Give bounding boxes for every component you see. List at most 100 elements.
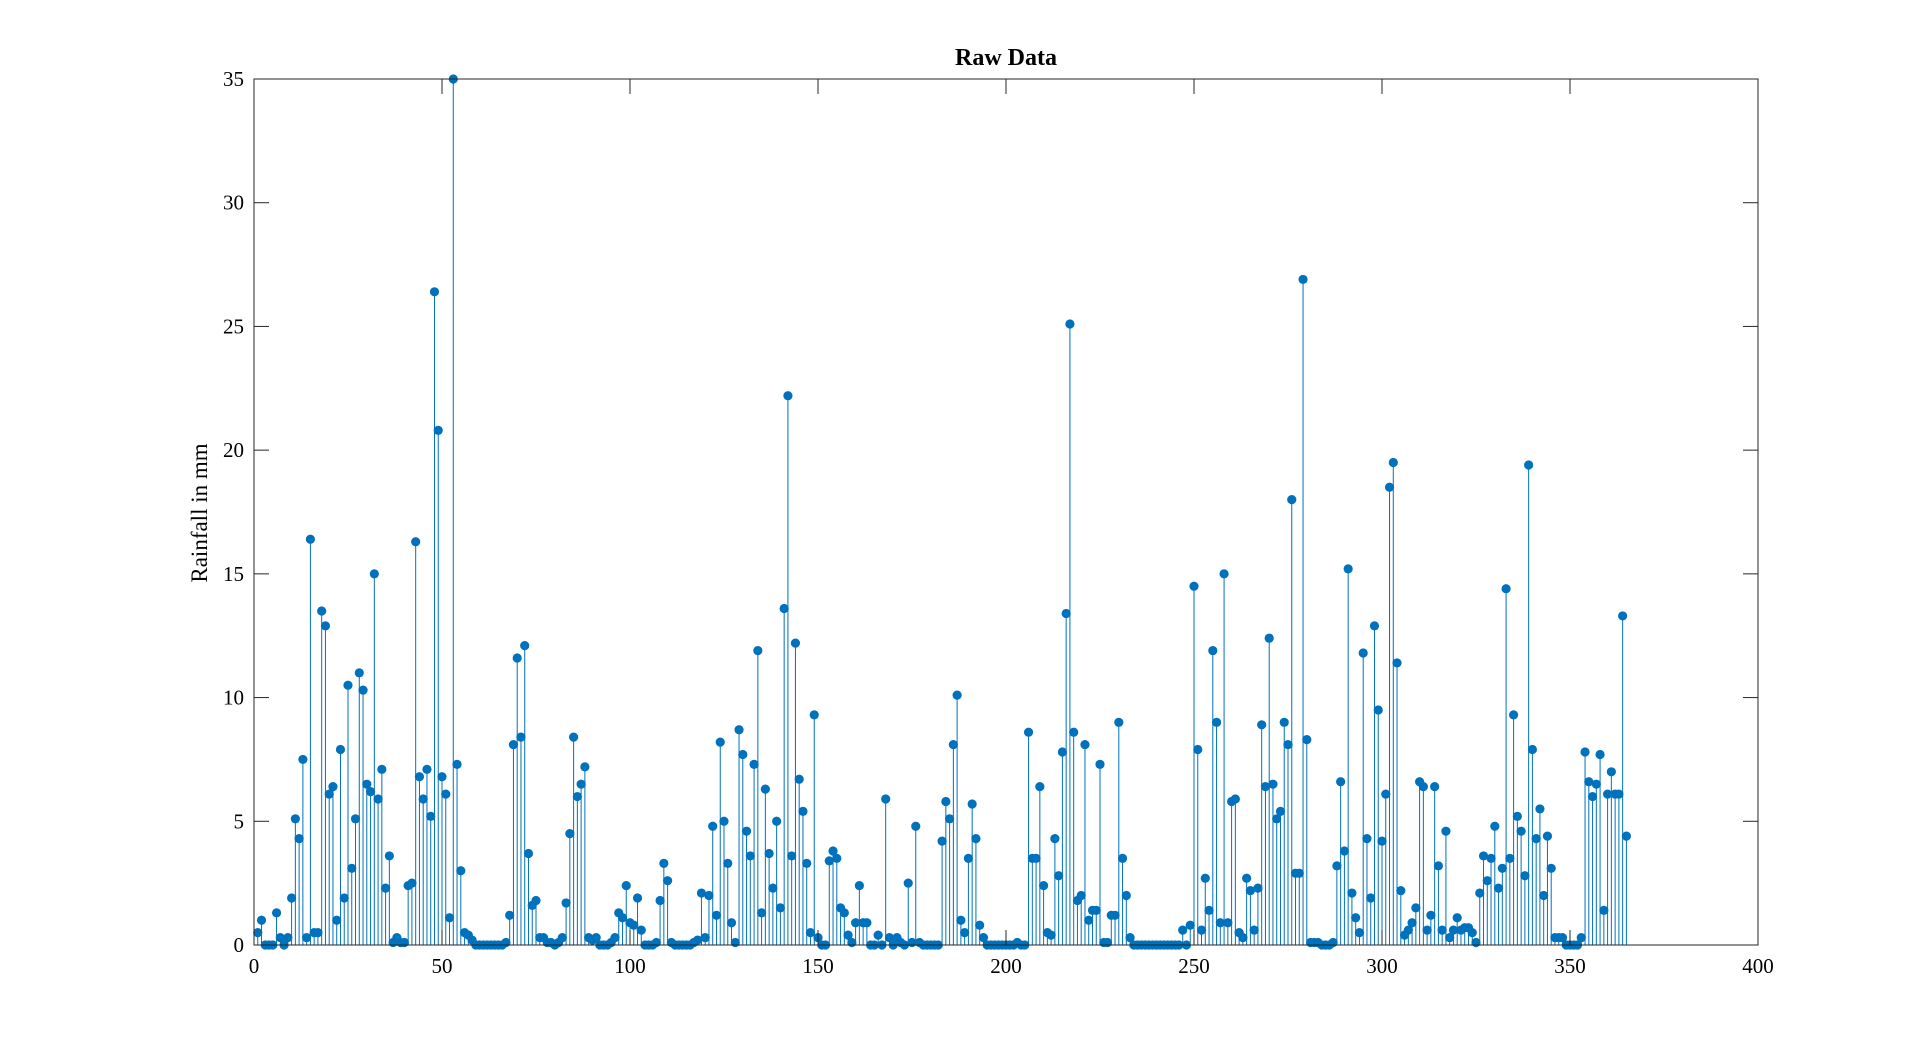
x-tick-label: 0 <box>249 954 260 978</box>
stem-marker <box>1114 717 1124 727</box>
stem-marker <box>873 930 883 940</box>
stem-marker <box>1102 937 1113 948</box>
stem-marker <box>1490 821 1500 831</box>
stem-marker <box>1388 457 1398 468</box>
stem-marker <box>384 851 394 861</box>
stem-marker <box>903 878 913 888</box>
stem-marker <box>839 908 849 918</box>
stem-marker <box>294 834 304 844</box>
stem-marker <box>377 764 387 774</box>
stem-marker <box>828 846 838 856</box>
stem-marker <box>302 932 312 943</box>
stem-marker <box>700 932 710 943</box>
stem-marker <box>290 814 300 824</box>
stem-marker <box>328 782 338 792</box>
stem-marker <box>576 779 586 789</box>
stem-marker <box>708 821 718 831</box>
stem-marker <box>696 888 707 898</box>
stem-marker <box>1050 834 1060 844</box>
stem-marker <box>772 816 782 826</box>
stem-marker <box>572 791 582 802</box>
stem-marker <box>911 821 921 831</box>
stem-marker <box>1264 633 1274 643</box>
stem-marker <box>884 932 895 943</box>
stem-marker <box>1185 920 1195 930</box>
stem-marker <box>1482 876 1492 886</box>
stem-marker <box>1448 925 1459 935</box>
stem-marker <box>1080 739 1090 750</box>
stem-marker <box>317 606 327 616</box>
stem-marker <box>1584 777 1594 787</box>
stem-marker <box>726 918 737 928</box>
stem-marker <box>945 814 955 824</box>
stem-marker <box>1542 831 1553 841</box>
stem-marker <box>794 774 804 784</box>
stem-marker <box>1268 779 1278 789</box>
stem-marker <box>271 908 282 918</box>
stem-marker <box>531 895 541 906</box>
stem-marker <box>1200 873 1210 883</box>
stem-marker <box>354 668 364 678</box>
stem-marker <box>1219 569 1229 579</box>
stem-marker <box>655 895 665 906</box>
stem-marker <box>790 638 801 648</box>
stem-marker <box>1095 759 1105 769</box>
stem-marker <box>1381 789 1391 799</box>
stem-marker <box>1430 782 1440 792</box>
stem-marker <box>1422 925 1432 935</box>
stem-marker <box>978 932 989 943</box>
stem-marker <box>1211 717 1222 727</box>
stem-marker <box>971 834 981 844</box>
stem-marker <box>1117 853 1128 864</box>
stem-marker <box>704 890 714 901</box>
stem-marker <box>1031 853 1041 864</box>
stem-marker <box>779 603 789 614</box>
stem-marker <box>1475 888 1485 898</box>
stem-marker <box>1516 826 1526 836</box>
stem-marker <box>967 799 977 809</box>
stem-marker <box>1520 871 1530 881</box>
stem-marker <box>1084 915 1094 925</box>
stem-marker <box>339 893 349 903</box>
stem-marker <box>313 928 323 938</box>
stem-marker <box>629 920 639 930</box>
stem-marker <box>256 915 267 925</box>
stem-marker <box>847 937 857 948</box>
stem-marker <box>1384 482 1395 492</box>
stem-marker <box>561 898 571 908</box>
stem-marker <box>1039 881 1049 891</box>
stem-marker <box>1546 863 1556 873</box>
stem-marker <box>802 858 812 868</box>
stem-marker <box>1418 782 1428 792</box>
stem-marker <box>632 893 643 903</box>
stem-marker <box>1065 319 1075 329</box>
stem-marker <box>1057 747 1067 757</box>
stem-marker <box>362 779 372 789</box>
stem-marker <box>1373 705 1383 715</box>
stem-marker <box>501 937 511 948</box>
stem-marker <box>741 826 752 836</box>
stem-marker <box>565 829 575 839</box>
stem-marker <box>1407 918 1417 928</box>
stem-marker <box>358 685 368 695</box>
stem-marker <box>1599 905 1609 915</box>
stem-marker <box>516 732 526 742</box>
stem-marker <box>1524 460 1534 470</box>
stem-marker <box>369 569 379 579</box>
stem-marker <box>1302 735 1312 745</box>
stem-marker <box>1358 648 1368 658</box>
stem-marker <box>1215 918 1225 928</box>
stem-marker <box>1501 584 1511 594</box>
stem-marker <box>512 653 522 663</box>
stem-marker <box>1046 930 1056 940</box>
stem-marker <box>343 680 353 690</box>
stem-marker <box>730 937 740 948</box>
stem-marker <box>1493 883 1504 893</box>
stem-marker <box>1354 928 1365 938</box>
x-tick-label: 250 <box>1178 954 1210 978</box>
stem-marker <box>335 744 346 755</box>
stem-marker <box>956 915 966 925</box>
stem-marker <box>1245 885 1255 896</box>
stem-marker <box>1275 806 1286 816</box>
